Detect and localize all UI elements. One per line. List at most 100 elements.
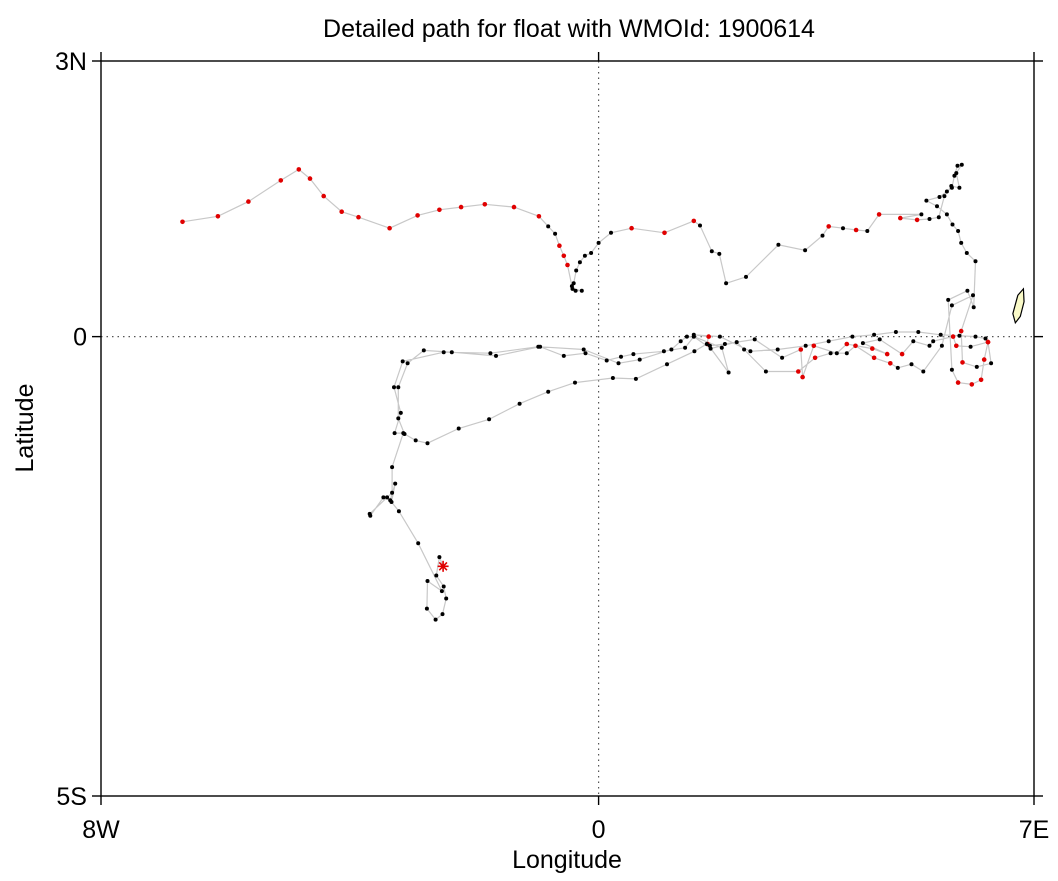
path-point [935,204,939,209]
path-point [708,346,713,351]
path-point [691,332,696,337]
path-point [609,230,613,235]
path-point [959,240,964,245]
path-point [665,362,669,367]
path-point [553,231,558,236]
path-point-red [870,346,875,351]
path-point [921,369,926,374]
path-point [775,347,780,352]
path-point [709,249,714,254]
path-point [955,163,960,168]
path-point-red [296,167,302,172]
path-point [939,343,944,348]
path-point [433,617,438,622]
path-point [956,229,961,233]
path-point [820,233,825,238]
path-point [444,596,449,601]
path-point-red [278,178,284,183]
path-point-red [557,243,562,248]
path-point [421,348,426,353]
path-point-red [914,217,920,223]
path-point [610,376,615,380]
path-point [616,361,621,366]
path-point-red [415,213,420,218]
y-axis-label: Latitude [11,384,39,473]
path-point [834,351,839,356]
path-point [803,248,808,253]
path-point [911,339,916,344]
path-point [583,351,588,356]
path-point-red [871,355,877,361]
path-point [561,353,566,358]
path-point [581,347,586,352]
path-point [722,342,727,346]
chart-title: Detailed path for float with WMOId: 1900… [323,15,815,43]
path-point [392,385,396,390]
island-shape [1012,287,1025,325]
start-marker [437,560,449,572]
path-point [944,189,949,194]
path-point [968,344,973,349]
path-point [954,171,959,176]
path-point-red [215,214,221,219]
path-point-red [888,361,893,366]
path-point [437,555,442,560]
path-point-red [321,193,327,199]
path-point-red [798,347,804,352]
path-point-red [958,328,964,334]
path-point [577,260,582,265]
path-point-red [691,218,697,224]
path-point [927,343,932,348]
path-point [456,426,461,431]
path-point-red [812,355,818,361]
path-point [949,367,954,372]
path-point [424,606,429,611]
path-point [944,212,949,217]
path-point [971,305,976,310]
path-point [425,441,430,446]
path-point [692,349,697,354]
path-point [872,332,877,337]
path-point-red [629,225,634,231]
path-point [637,357,642,362]
path-point [439,589,444,594]
path-point [396,509,401,514]
path-point [449,350,454,355]
path-point [494,353,498,358]
path-point-red [826,224,831,229]
path-point [574,268,579,273]
path-point-red [662,230,667,236]
path-point [367,511,372,516]
path-point [973,259,978,264]
path-point [425,579,430,583]
path-point [942,194,947,199]
path-point-red [339,209,345,214]
path-point-red [180,219,185,225]
x-tick-label: 0 [592,816,606,844]
path-point [860,341,865,346]
path-point [385,495,390,500]
float-path-points [180,162,994,622]
path-point [683,345,688,350]
path-point-red [387,225,392,231]
path-point [844,351,849,356]
path-point-red [969,382,975,387]
path-point [719,345,724,350]
path-point [717,334,722,339]
path-point [546,389,551,394]
path-point [381,495,386,500]
y-tick-label: 0 [73,324,87,352]
path-point [596,240,601,245]
path-point [828,351,833,356]
path-point [704,342,709,346]
path-point-red [853,227,859,233]
path-point [865,229,870,233]
path-point [388,498,393,503]
path-point-red [950,334,956,339]
path-point-red [800,374,805,380]
path-point [893,330,898,334]
path-point-red [511,204,517,210]
path-point [924,198,929,203]
path-point-red [458,204,464,210]
